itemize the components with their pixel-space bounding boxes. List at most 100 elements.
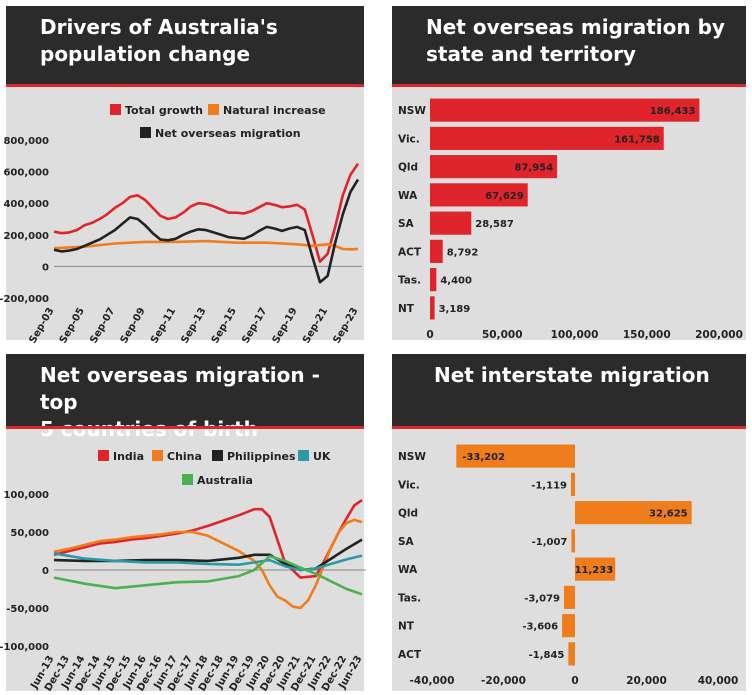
population-change-chart: 800,000600,000400,000200,0000-200,000Sep…: [0, 104, 362, 345]
bar: [571, 529, 575, 553]
value-label: 8,792: [447, 247, 479, 258]
nom-state-header: Net overseas migration by state and terr…: [392, 6, 746, 87]
x-tick-label: Sep-23: [331, 306, 360, 345]
category-label: ACT: [398, 649, 422, 661]
bar: [456, 444, 575, 468]
category-label: NT: [398, 621, 415, 633]
bar: [563, 585, 575, 609]
chart-title-line2: 5 countries of birth: [40, 417, 258, 441]
x-tick-label: Sep-17: [240, 306, 269, 345]
x-tick-label: -20,000: [481, 675, 526, 687]
legend-label: UK: [313, 450, 331, 463]
x-tick-label: Sep-19: [271, 306, 300, 345]
value-label: -1,119: [531, 480, 567, 491]
y-tick-label: 50,000: [10, 528, 49, 539]
legend-swatch: [212, 450, 223, 461]
y-tick-label: -200,000: [0, 294, 49, 305]
legend-label: Total growth: [125, 104, 203, 117]
legend-label: India: [113, 450, 144, 463]
nom-state-panel: Net overseas migration by state and terr…: [392, 6, 746, 341]
category-label: Tas.: [398, 275, 421, 287]
chart-title-line1: Net overseas migration by: [426, 15, 725, 39]
y-tick-label: 800,000: [3, 136, 49, 147]
bar: [430, 126, 664, 150]
legend-label: Net overseas migration: [155, 127, 301, 140]
x-tick-label: Sep-07: [88, 306, 117, 345]
category-label: WA: [398, 564, 418, 576]
y-tick-label: 400,000: [3, 199, 49, 210]
value-label: 186,433: [650, 106, 696, 117]
category-label: Vic.: [398, 133, 420, 145]
legend-swatch: [152, 450, 163, 461]
y-tick-label: -100,000: [0, 642, 49, 653]
population-change-panel: Drivers of Australia's population change…: [0, 6, 364, 345]
bar: [430, 183, 528, 207]
bar: [430, 155, 558, 179]
x-tick-label: Sep-11: [149, 306, 178, 345]
value-label: 4,400: [440, 276, 472, 287]
series-line: [53, 162, 360, 263]
chart-title-line1: Drivers of Australia's: [40, 15, 278, 39]
value-label: 161,758: [614, 134, 660, 145]
value-label: -1,845: [529, 650, 565, 661]
x-tick-label: 200,000: [695, 329, 743, 341]
bar: [570, 472, 575, 496]
x-tick-label: Sep-15: [210, 306, 239, 345]
chart-title-line1: Net interstate migration: [434, 363, 710, 387]
series-line: [53, 555, 363, 596]
category-label: Tas.: [398, 592, 421, 604]
legend-label: Philippines: [227, 450, 296, 463]
x-tick-label: Sep-09: [119, 306, 148, 345]
bar: [562, 614, 575, 638]
y-tick-label: 600,000: [3, 168, 49, 179]
category-label: ACT: [398, 246, 422, 258]
x-tick-label: Sep-21: [301, 306, 330, 345]
interstate-header: Net interstate migration: [392, 354, 746, 429]
x-tick-label: 20,000: [626, 675, 667, 687]
series-line: [53, 178, 360, 284]
value-label: -33,202: [462, 452, 505, 463]
legend-swatch: [298, 450, 309, 461]
bar: [430, 239, 443, 263]
y-tick-label: 100,000: [3, 490, 49, 501]
bar: [430, 268, 437, 292]
x-tick-label: 50,000: [482, 329, 523, 341]
x-tick-label: Sep-13: [179, 306, 208, 345]
category-label: Qld: [398, 508, 418, 520]
value-label: 3,189: [439, 304, 471, 315]
legend-swatch: [98, 450, 109, 461]
y-tick-label: -50,000: [6, 604, 49, 615]
x-tick-label: 40,000: [698, 675, 739, 687]
category-label: NSW: [398, 105, 426, 117]
series-line: [53, 552, 363, 572]
nom-countries-panel: Net overseas migration - top 5 countries…: [0, 354, 366, 693]
x-tick-label: Sep-03: [27, 306, 56, 345]
value-label: 87,954: [514, 163, 553, 174]
bar: [575, 557, 616, 581]
category-label: Qld: [398, 162, 418, 174]
bar: [430, 98, 700, 122]
value-label: -3,079: [524, 593, 560, 604]
y-tick-label: 0: [42, 262, 49, 273]
category-label: SA: [398, 536, 415, 548]
series-line: [53, 239, 359, 251]
chart-title-line1: Net overseas migration - top: [40, 363, 320, 414]
interstate-chart: NSW -33,202 Vic. -1,119 Qld 32,625 SA -1,007 WA 1…: [398, 444, 739, 687]
y-tick-label: 0: [42, 566, 49, 577]
legend-swatch: [208, 104, 219, 115]
value-label: -3,606: [522, 622, 558, 633]
chart-title-line2: state and territory: [426, 42, 636, 66]
category-label: WA: [398, 190, 418, 202]
nom-countries-chart: 100,00050,0000-50,000-100,000Jun-13Dec-1…: [0, 450, 366, 693]
nom-countries-header: Net overseas migration - top 5 countries…: [6, 354, 364, 441]
value-label: 28,587: [475, 219, 514, 230]
bar: [430, 296, 435, 320]
x-tick-label: 0: [571, 675, 578, 687]
category-label: NSW: [398, 451, 426, 463]
x-tick-label: 150,000: [623, 329, 671, 341]
x-tick-label: Sep-05: [58, 306, 87, 345]
x-tick-label: 100,000: [551, 329, 599, 341]
interstate-panel: Net interstate migration NSW -33,202 Vic. -…: [392, 354, 746, 691]
legend-swatch: [110, 104, 121, 115]
chart-title-line2: population change: [40, 42, 251, 66]
